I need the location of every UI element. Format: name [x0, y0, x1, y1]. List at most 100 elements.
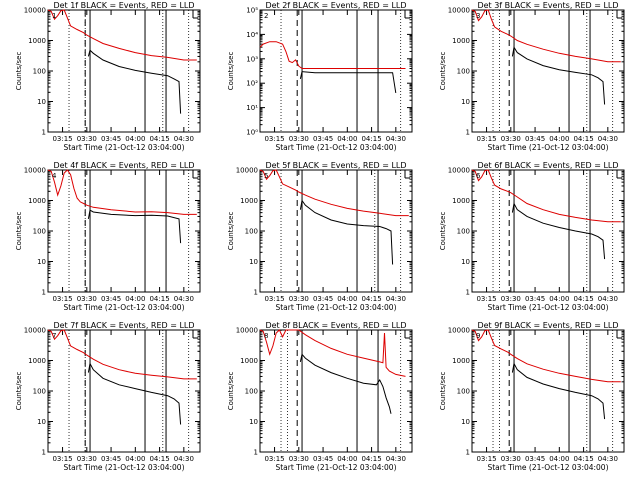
xtick-label: 04:00 — [337, 135, 357, 143]
xtick-label: 04:00 — [337, 295, 357, 303]
plot-frame — [471, 9, 625, 133]
series-line-lld — [259, 329, 406, 377]
xtick-label: 04:00 — [125, 135, 145, 143]
plot-frame — [471, 329, 625, 453]
series-line-events — [87, 209, 182, 244]
ytick-label: 10000 — [448, 327, 470, 335]
ytick-label: 100 — [33, 228, 46, 236]
x-axis-label: Start Time (21-Oct-12 03:04:00) — [63, 143, 184, 152]
chart-title: Det 6f BLACK = Events, RED = LLD — [477, 161, 618, 170]
xtick-label: 04:30 — [174, 455, 194, 463]
plot-frame — [471, 169, 625, 293]
ytick-label: 10000 — [448, 7, 470, 15]
panel-6: 1 10 100 1000 10000 03:15 03:30 03:45 04:00 04:15… — [439, 161, 625, 312]
panel-5: 1 10 100 1000 10000 03:15 03:30 03:45 04:00 04:15… — [227, 161, 413, 312]
xtick-label: 03:15 — [52, 455, 72, 463]
xtick-label: 03:15 — [264, 295, 284, 303]
series-line-events — [511, 45, 606, 105]
x-axis-label: Start Time (21-Oct-12 03:04:00) — [275, 143, 396, 152]
ytick-label: 1000 — [28, 37, 46, 45]
ytick-label: 10000 — [24, 327, 46, 335]
ytick-label: 100 — [245, 228, 258, 236]
series-line-events — [299, 353, 392, 414]
series-line-events — [299, 199, 394, 265]
xtick-label: 04:30 — [386, 135, 406, 143]
panel-marker: 6 — [476, 172, 481, 180]
ytick-label: 10¹ — [246, 104, 258, 112]
x-axis-label: Start Time (21-Oct-12 03:04:00) — [63, 463, 184, 472]
xtick-label: 03:15 — [264, 135, 284, 143]
chart-title: Det 7f BLACK = Events, RED = LLD — [53, 321, 194, 330]
xtick-label: 04:00 — [549, 455, 569, 463]
series-line-events — [87, 361, 182, 425]
xtick-label: 03:30 — [501, 135, 521, 143]
x-axis-label: Start Time (21-Oct-12 03:04:00) — [275, 463, 396, 472]
xtick-label: 04:00 — [549, 295, 569, 303]
y-axis-label: Counts/sec — [439, 372, 447, 411]
xtick-label: 04:00 — [125, 455, 145, 463]
series-line-events — [511, 361, 606, 420]
xtick-label: 04:15 — [573, 295, 593, 303]
panel-marker: 9 — [476, 332, 480, 340]
ytick-label: 10000 — [236, 327, 258, 335]
panel-marker: 2 — [264, 12, 268, 20]
ytick-label: 10 — [249, 418, 258, 426]
xtick-label: 03:30 — [289, 455, 309, 463]
ytick-label: 100 — [457, 228, 470, 236]
xtick-label: 04:00 — [337, 455, 357, 463]
ytick-label: 1 — [466, 449, 470, 457]
xtick-label: 04:30 — [174, 135, 194, 143]
xtick-label: 04:30 — [598, 295, 618, 303]
chart-title: Det 3f BLACK = Events, RED = LLD — [477, 1, 618, 10]
panel-marker: 5 — [264, 172, 268, 180]
series-line-lld — [47, 329, 197, 380]
panel-3: 1 10 100 1000 10000 03:15 03:30 03:45 04:00 04:15… — [439, 1, 625, 152]
ytick-label: 1 — [42, 129, 46, 137]
ytick-label: 100 — [457, 388, 470, 396]
xtick-label: 03:15 — [264, 455, 284, 463]
chart-title: Det 9f BLACK = Events, RED = LLD — [477, 321, 618, 330]
series-line-events — [299, 71, 397, 93]
xtick-label: 04:00 — [549, 135, 569, 143]
xtick-label: 03:30 — [77, 295, 97, 303]
panel-marker: 8 — [264, 332, 268, 340]
xtick-label: 03:15 — [476, 135, 496, 143]
chart-title: Det 1f BLACK = Events, RED = LLD — [53, 1, 194, 10]
ytick-label: 1000 — [240, 357, 258, 365]
ytick-label: 10000 — [24, 167, 46, 175]
xtick-label: 03:45 — [101, 455, 121, 463]
ytick-label: 10⁵ — [246, 7, 258, 15]
xtick-label: 03:45 — [525, 295, 545, 303]
ytick-label: 10000 — [236, 167, 258, 175]
ytick-label: 1 — [466, 289, 470, 297]
panel-marker: 7 — [52, 332, 56, 340]
x-axis-label: Start Time (21-Oct-12 03:04:00) — [487, 143, 608, 152]
plot-frame — [259, 329, 413, 453]
series-line-lld — [259, 41, 406, 69]
plot-frame — [259, 9, 413, 133]
xtick-label: 04:30 — [386, 455, 406, 463]
ytick-label: 1000 — [452, 37, 470, 45]
xtick-label: 03:30 — [289, 135, 309, 143]
chart-title: Det 2f BLACK = Events, RED = LLD — [265, 1, 406, 10]
ytick-label: 10⁴ — [246, 31, 258, 39]
xtick-label: 03:30 — [501, 295, 521, 303]
panel-marker: 1 — [52, 12, 56, 20]
xtick-label: 04:15 — [573, 455, 593, 463]
xtick-label: 04:30 — [174, 295, 194, 303]
xtick-label: 03:45 — [313, 455, 333, 463]
xtick-label: 04:15 — [361, 455, 381, 463]
panel-8: 1 10 100 1000 10000 03:15 03:30 03:45 04:00 04:15… — [227, 321, 413, 472]
plot-frame — [47, 9, 201, 133]
xtick-label: 04:30 — [598, 455, 618, 463]
series-line-lld — [47, 169, 197, 215]
ytick-label: 10 — [461, 258, 470, 266]
panel-1: 1 10 100 1000 10000 03:15 03:30 03:45 04:00 04:15… — [15, 1, 201, 152]
xtick-label: 03:15 — [476, 295, 496, 303]
y-axis-label: Counts/sec — [15, 212, 23, 251]
xtick-label: 04:15 — [361, 135, 381, 143]
y-axis-label: Counts/sec — [15, 372, 23, 411]
xtick-label: 04:15 — [361, 295, 381, 303]
xtick-label: 03:30 — [289, 295, 309, 303]
panel-2: 10⁰ 10¹ 10² 10³ 10⁴ 10⁵ 03:15 03:30 03:45 04:00 04… — [227, 1, 413, 152]
